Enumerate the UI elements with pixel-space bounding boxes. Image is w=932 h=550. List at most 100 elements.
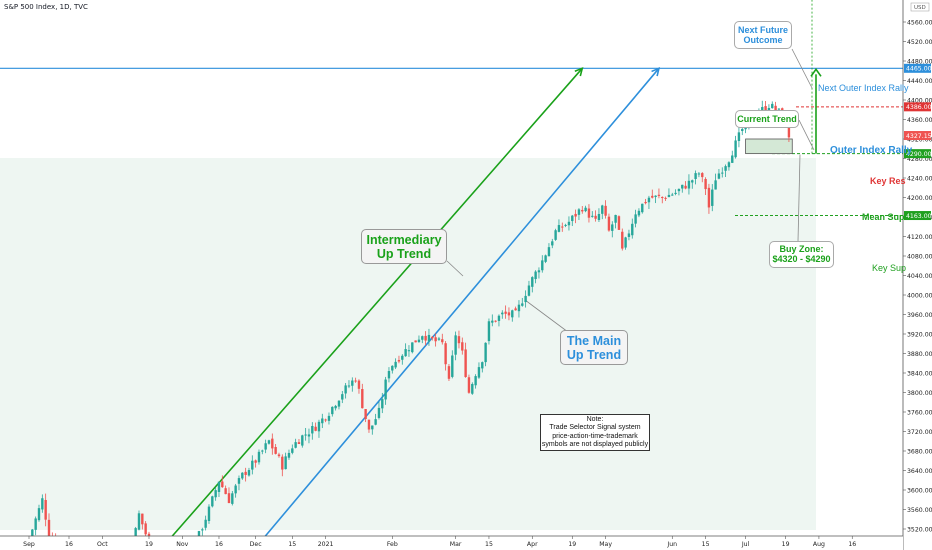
- candle-body: [367, 419, 371, 430]
- candle-body: [271, 438, 274, 449]
- candle-body: [477, 367, 481, 378]
- candle-body: [517, 304, 521, 312]
- candle-body: [604, 205, 607, 216]
- candle-body: [521, 303, 524, 306]
- time-tick-label: 15: [485, 541, 493, 548]
- buy-zone-callout: Buy Zone: $4320 - $4290: [769, 241, 834, 268]
- trendline-arrowhead: [574, 66, 584, 77]
- candle-body: [544, 255, 547, 262]
- candle-body: [461, 342, 464, 351]
- buy-zone-box: [745, 138, 793, 155]
- candle-body: [457, 336, 461, 344]
- candle-body: [607, 216, 611, 231]
- outer-price-badge-text: 4465.00: [906, 66, 932, 73]
- key-sup-price-badge-text: 4163.00: [906, 213, 932, 220]
- candle-body: [281, 456, 284, 470]
- price-tick-label: 4200.00: [907, 195, 932, 202]
- time-tick-label: Aug: [813, 541, 825, 548]
- candle-body: [297, 442, 301, 445]
- chart-title: S&P 500 Index, 1D, TVC: [4, 3, 88, 11]
- candle-body: [561, 226, 564, 228]
- buy-zone-line2: $4320 - $4290: [772, 254, 831, 265]
- next-future-line2: Outcome: [743, 35, 783, 46]
- note-line1: Note:: [586, 416, 604, 423]
- time-tick-label: Mar: [450, 541, 462, 548]
- time-axis[interactable]: Sep 16 Oct 19 Nov 16 Dec 15 2021 Feb Mar 15 Apr 19 May…: [0, 535, 903, 550]
- price-tick-label: 4400.00: [907, 98, 932, 105]
- trendline-main: [258, 67, 660, 545]
- time-tick-label: 2021: [318, 541, 334, 548]
- candle-body: [741, 128, 744, 132]
- candle-body: [577, 209, 581, 215]
- candle-body: [594, 215, 597, 219]
- current-trend-callout: Current Trend: [735, 110, 799, 128]
- time-tick-label: 19: [568, 541, 576, 548]
- candle-body: [247, 470, 251, 476]
- candle-body: [397, 359, 401, 362]
- time-tick-label: Oct: [97, 541, 108, 548]
- next-future-callout: Next Future Outcome: [734, 21, 792, 49]
- price-tick-label: 4040.00: [907, 273, 932, 280]
- candle-body: [564, 224, 567, 226]
- candle-body: [291, 448, 294, 453]
- candle-body: [634, 214, 637, 224]
- candle-body: [774, 105, 777, 111]
- candle-body: [567, 221, 571, 226]
- candle-body: [221, 481, 224, 488]
- price-tick-label: 3680.00: [907, 449, 932, 456]
- candle-body: [597, 213, 601, 220]
- candle-body: [387, 371, 391, 379]
- candle-body: [504, 311, 507, 314]
- candle-body: [554, 230, 557, 240]
- candle-body: [237, 478, 241, 484]
- candle-body: [627, 233, 631, 237]
- candle-body: [551, 241, 554, 246]
- candle-body: [337, 400, 341, 407]
- candle-body: [201, 529, 204, 531]
- next-outer-rally-label: Next Outer Index Rally: [818, 83, 909, 93]
- candle-body: [264, 443, 267, 450]
- candle-body: [711, 189, 714, 206]
- candle-body: [664, 197, 667, 199]
- buy-zone-line1: Buy Zone:: [779, 244, 824, 254]
- candle-body: [357, 380, 361, 389]
- candle-body: [704, 178, 707, 190]
- current-trend-text: Current Trend: [737, 114, 797, 124]
- candle-body: [314, 426, 317, 431]
- candle-body: [731, 155, 734, 163]
- candle-body: [491, 320, 494, 323]
- price-tick-label: 4520.00: [907, 39, 932, 46]
- candle-body: [434, 337, 437, 342]
- price-tick-label: 4560.00: [907, 20, 932, 27]
- candle-body: [511, 310, 514, 318]
- candle-body: [734, 140, 737, 158]
- candle-body: [344, 385, 347, 394]
- key-res-label: Key Res: [870, 176, 906, 186]
- candle-body: [217, 481, 221, 492]
- candle-body: [197, 531, 201, 536]
- last-price-badge-text: 4327.15: [906, 133, 932, 140]
- candle-body: [204, 519, 207, 528]
- candle-body: [144, 523, 147, 535]
- candle-body: [721, 172, 724, 174]
- candle-body: [677, 188, 681, 192]
- candle-body: [644, 201, 647, 204]
- candle-body: [211, 496, 214, 507]
- candle-body: [697, 173, 701, 175]
- key-sup-label: Key Sup: [872, 263, 907, 273]
- candle-body: [321, 418, 324, 424]
- candle-body: [417, 339, 421, 343]
- price-axis[interactable]: 3520.00 3560.00 3600.00 3640.00 3680.00 3720.…: [902, 0, 932, 550]
- candle-body: [621, 231, 624, 249]
- candle-body: [361, 389, 364, 409]
- time-tick-label: 19: [145, 541, 153, 548]
- candle-body: [777, 108, 781, 110]
- candle-body: [374, 419, 377, 425]
- price-tick-label: 4240.00: [907, 176, 932, 183]
- price-tick-label: 3640.00: [907, 468, 932, 475]
- candle-body: [727, 162, 731, 168]
- time-tick-label: 16: [215, 541, 223, 548]
- trendline-arrowhead: [651, 66, 661, 77]
- candle-body: [547, 247, 551, 257]
